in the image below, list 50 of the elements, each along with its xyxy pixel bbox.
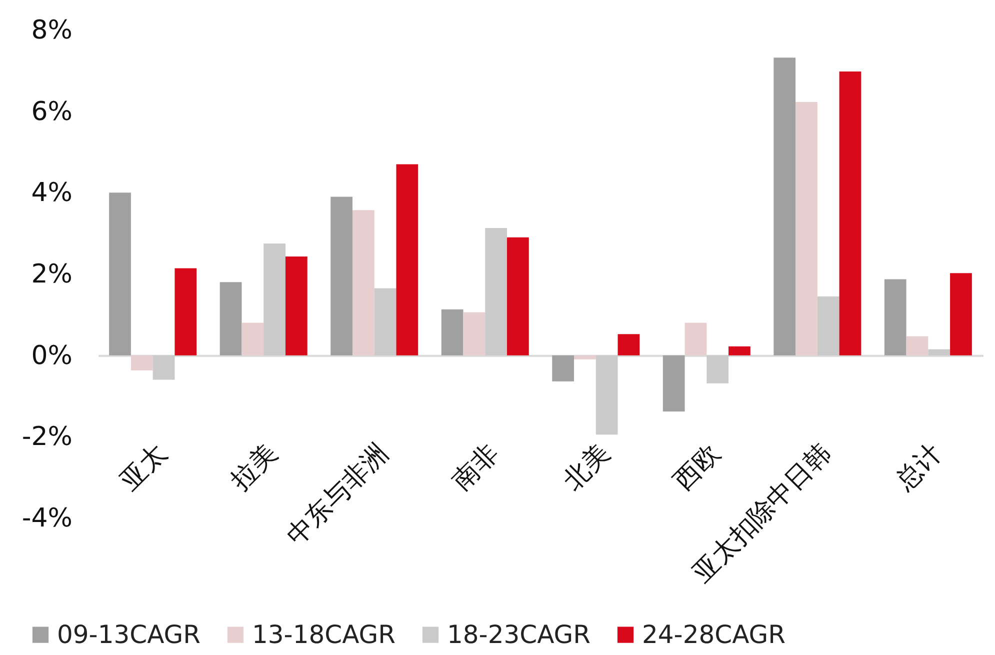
- legend-label: 09-13CAGR: [57, 620, 201, 649]
- bar: [374, 288, 396, 356]
- bar: [796, 102, 818, 356]
- bar: [174, 268, 197, 356]
- y-tick-label: 2%: [31, 260, 72, 290]
- bar: [774, 58, 796, 356]
- bar: [706, 355, 729, 384]
- bar: [485, 228, 507, 356]
- bar: [574, 355, 596, 360]
- bar: [506, 237, 529, 356]
- bar: [396, 164, 418, 356]
- y-tick-label: -2%: [22, 422, 72, 452]
- y-tick-label: 6%: [31, 96, 72, 127]
- y-tick-label: -4%: [22, 504, 72, 534]
- bar: [242, 322, 264, 356]
- bar: [109, 192, 131, 356]
- x-tick-label: 西欧: [668, 438, 726, 496]
- legend-label: 13-18CAGR: [252, 620, 396, 649]
- y-tick-label: 0%: [31, 340, 72, 371]
- legend-label: 18-23CAGR: [447, 620, 591, 649]
- bar: [728, 346, 750, 356]
- x-tick-label: 南非: [446, 438, 505, 496]
- bar: [596, 355, 618, 435]
- bar: [264, 244, 286, 356]
- bar: [817, 296, 840, 356]
- bar: [839, 71, 862, 356]
- bar: [285, 256, 308, 356]
- bar: [220, 282, 242, 356]
- bar: [352, 210, 374, 356]
- bar: [662, 355, 685, 412]
- x-tick-label: 北美: [558, 438, 616, 496]
- bar: [618, 334, 640, 356]
- bar: [152, 355, 175, 380]
- x-tick-label: 总计: [889, 438, 948, 498]
- x-tick-label: 亚太: [114, 438, 173, 496]
- x-tick-label: 拉美: [225, 438, 284, 496]
- bar: [463, 312, 486, 356]
- y-tick-label: 4%: [31, 178, 72, 208]
- bar: [950, 273, 972, 356]
- bar: [684, 322, 707, 356]
- bar: [928, 349, 950, 356]
- bar: [130, 355, 153, 370]
- bar: [330, 196, 352, 356]
- bar: [884, 279, 906, 356]
- bar: [441, 309, 464, 356]
- legend-label: 24-28CAGR: [642, 620, 786, 649]
- x-tick-label: 中东与非洲: [281, 438, 394, 552]
- y-tick-label: 8%: [31, 16, 72, 46]
- bar: [552, 355, 574, 382]
- bar: [906, 336, 928, 356]
